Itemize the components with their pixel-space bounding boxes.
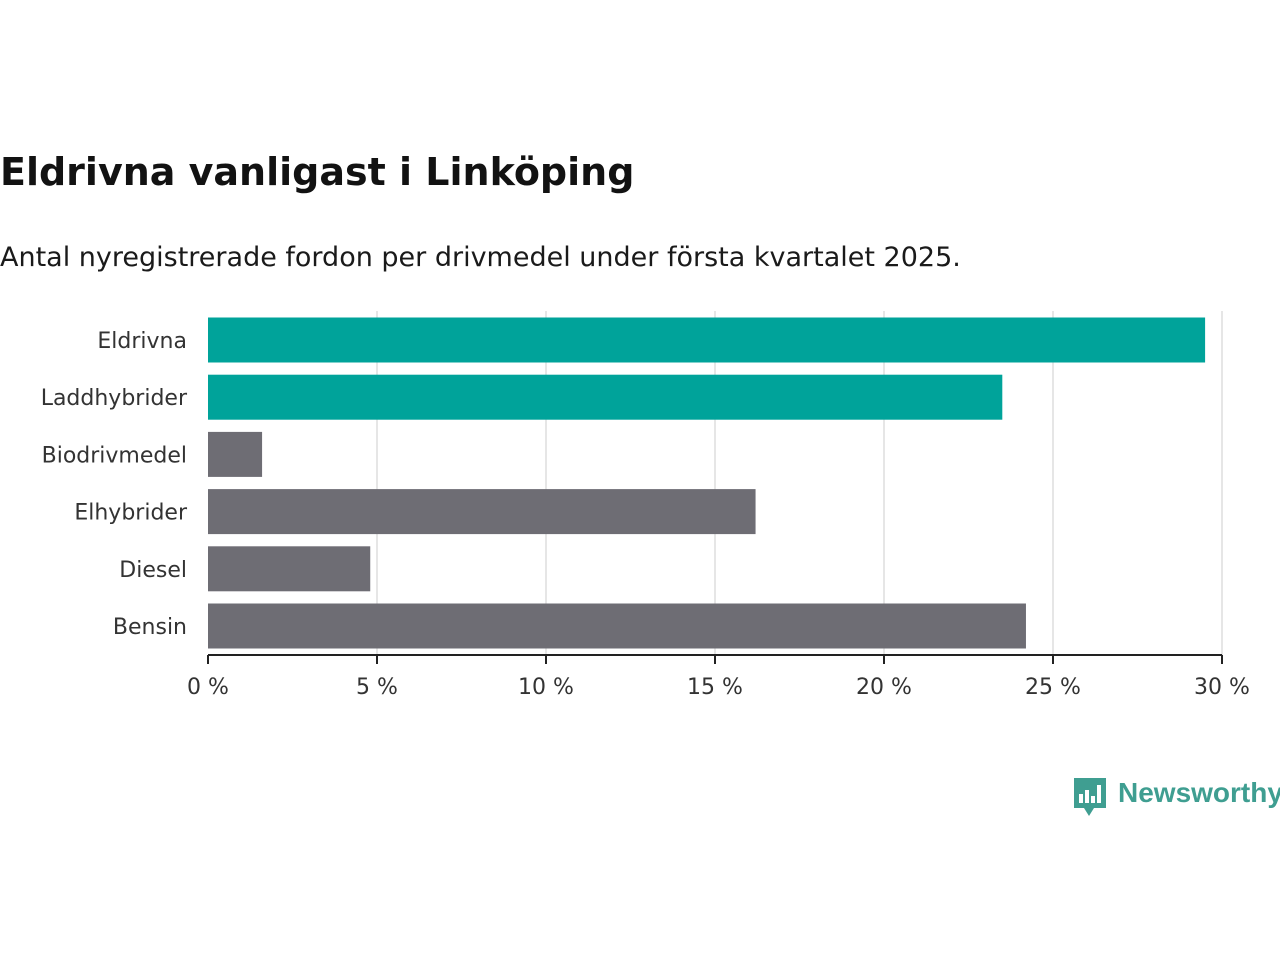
bar-bensin — [208, 603, 1026, 649]
category-label: Laddhybrider — [41, 386, 188, 411]
x-tick-label: 5 % — [356, 675, 398, 700]
x-tick-label: 25 % — [1025, 675, 1081, 700]
bar-eldrivna — [208, 317, 1206, 363]
brand-name: Newsworthy — [1118, 777, 1280, 808]
category-label: Eldrivna — [97, 329, 187, 354]
grid-lines — [376, 311, 1223, 655]
bar-chart: 0 % 5 % 10 % 15 % 20 % 25 % 30 % Eldrivna Laddh… — [41, 311, 1250, 700]
category-label: Bensin — [113, 615, 187, 640]
bar-laddhybrider — [208, 374, 1003, 420]
x-axis: 0 % 5 % 10 % 15 % 20 % 25 % 30 % — [187, 654, 1250, 700]
bar-diesel — [208, 546, 371, 592]
x-tick-label: 15 % — [687, 675, 743, 700]
category-labels: Eldrivna Laddhybrider Biodrivmedel Elhybrid… — [41, 329, 188, 640]
x-tick-label: 10 % — [518, 675, 574, 700]
bars — [208, 317, 1206, 649]
category-label: Diesel — [119, 558, 187, 583]
x-tick-label: 20 % — [856, 675, 912, 700]
category-label: Biodrivmedel — [42, 443, 187, 468]
chart-subtitle: Antal nyregistrerade fordon per drivmede… — [0, 242, 961, 273]
x-tick-label: 30 % — [1194, 675, 1250, 700]
bar-elhybrider — [208, 489, 756, 535]
newsworthy-logo: Newsworthy — [1072, 776, 1280, 820]
bar-biodrivmedel — [208, 431, 263, 477]
chart-title: Eldrivna vanligast i Linköping — [0, 150, 635, 194]
x-tick-label: 0 % — [187, 675, 229, 700]
bar-chart-icon — [1074, 778, 1106, 816]
category-label: Elhybrider — [74, 501, 188, 526]
